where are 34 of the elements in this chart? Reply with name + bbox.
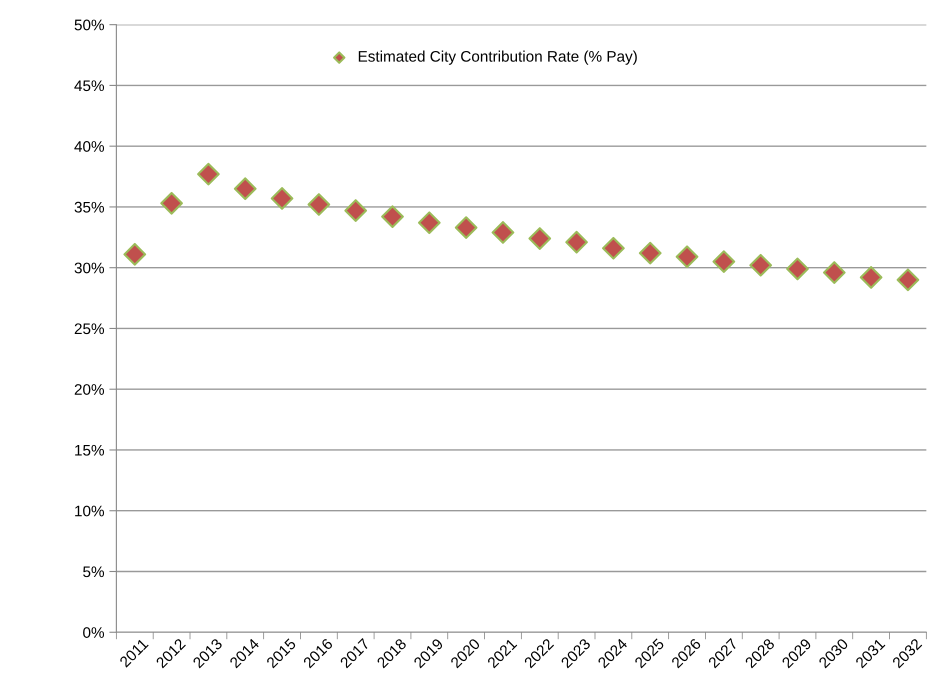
point	[270, 187, 294, 210]
y-tick-label: 40%	[74, 141, 104, 152]
y-tick-label: 25%	[74, 323, 104, 334]
y-tick-label: 50%	[74, 20, 104, 30]
point	[381, 205, 404, 228]
point	[565, 230, 588, 254]
y-tick-label: 30%	[74, 262, 104, 274]
point	[492, 221, 514, 244]
point	[860, 266, 882, 289]
point	[822, 261, 846, 284]
point	[234, 177, 257, 200]
y-tick-label: 0%	[83, 627, 104, 638]
point	[712, 250, 736, 273]
point	[676, 245, 698, 268]
y-tick-label: 15%	[75, 444, 104, 456]
point	[123, 242, 146, 266]
point	[160, 192, 183, 215]
y-tick-label: 35%	[74, 202, 104, 213]
point	[197, 162, 220, 186]
y-tick-label: 10%	[75, 506, 104, 516]
point	[454, 216, 478, 239]
point	[602, 236, 625, 260]
point	[638, 242, 662, 264]
point	[896, 268, 920, 292]
point	[749, 254, 772, 277]
y-tick-label: 20%	[74, 384, 104, 395]
point	[308, 193, 330, 216]
point	[344, 199, 368, 222]
point	[528, 227, 552, 250]
y-tick-label: 5%	[83, 566, 104, 578]
point	[786, 258, 809, 280]
legend-label: Estimated City Contribution Rate (% Pay)	[358, 50, 637, 65]
y-tick-label: 45%	[74, 80, 104, 92]
point	[418, 211, 441, 234]
